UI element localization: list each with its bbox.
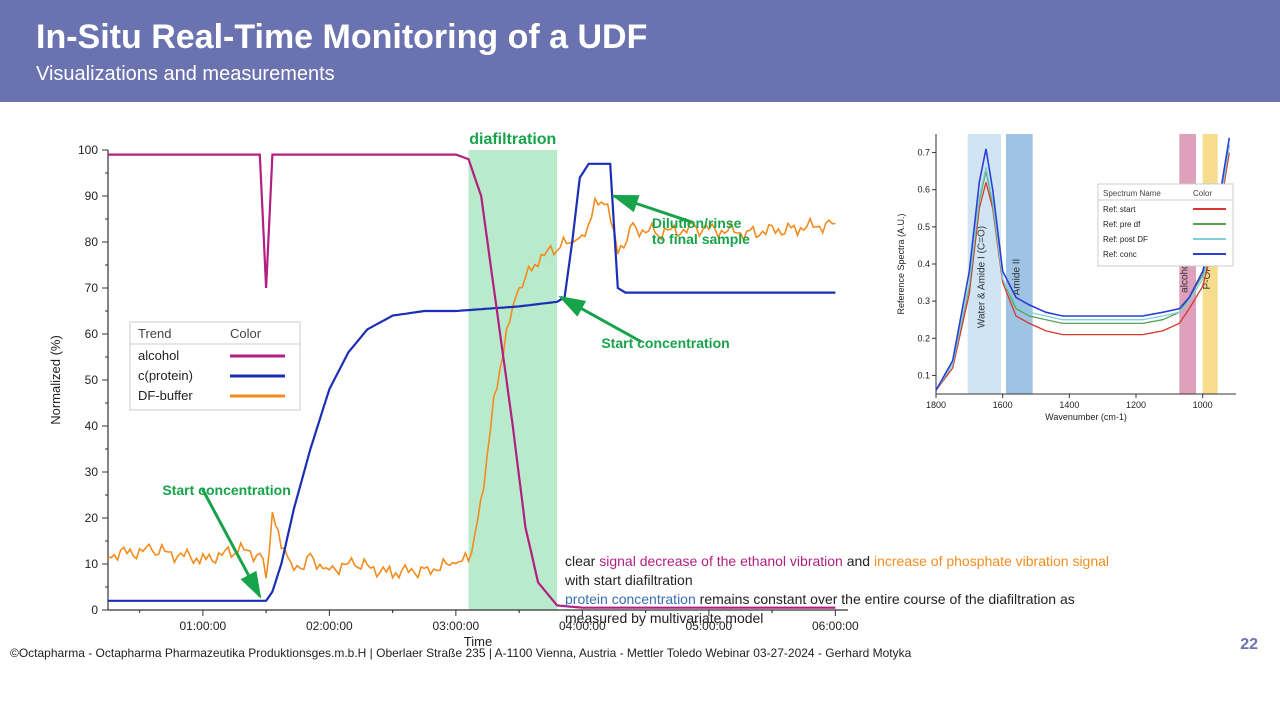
svg-text:Ref: conc: Ref: conc (1103, 250, 1137, 259)
svg-text:0.6: 0.6 (917, 185, 930, 195)
svg-text:70: 70 (85, 281, 99, 295)
svg-text:Spectrum Name: Spectrum Name (1103, 189, 1161, 198)
footer-text: ©Octapharma - Octapharma Pharmazeutika P… (0, 644, 1280, 662)
inset-spectra-chart: Water & Amide I (C=O)Amide IIalcoholP-OH… (888, 124, 1258, 424)
svg-text:Start concentration: Start concentration (601, 335, 729, 351)
svg-text:03:00:00: 03:00:00 (433, 619, 480, 633)
svg-text:40: 40 (85, 419, 99, 433)
svg-text:0: 0 (91, 603, 98, 617)
obs-t1c: and (843, 553, 874, 569)
svg-text:1000: 1000 (1193, 400, 1213, 410)
svg-text:Ref: pre df: Ref: pre df (1103, 220, 1141, 229)
svg-text:100: 100 (78, 143, 98, 157)
svg-text:Color: Color (230, 326, 262, 341)
svg-text:1600: 1600 (993, 400, 1013, 410)
obs-ethanol: signal decrease of the ethanol vibration (599, 553, 843, 569)
svg-text:0.4: 0.4 (917, 259, 930, 269)
svg-text:Water & Amide I (C=O): Water & Amide I (C=O) (976, 226, 987, 328)
svg-text:02:00:00: 02:00:00 (306, 619, 353, 633)
svg-text:Trend: Trend (138, 326, 171, 341)
svg-text:80: 80 (85, 235, 99, 249)
svg-text:0.5: 0.5 (917, 222, 930, 232)
slide-subtitle: Visualizations and measurements (36, 63, 1244, 86)
svg-text:0.7: 0.7 (917, 148, 930, 158)
svg-text:90: 90 (85, 189, 99, 203)
svg-text:Normalized (%): Normalized (%) (48, 335, 63, 425)
svg-text:01:00:00: 01:00:00 (180, 619, 227, 633)
svg-text:Start concentration: Start concentration (162, 482, 290, 498)
svg-text:50: 50 (85, 373, 99, 387)
svg-text:10: 10 (85, 557, 99, 571)
svg-text:0.1: 0.1 (917, 370, 930, 380)
svg-text:Reference Spectra (A.U.): Reference Spectra (A.U.) (896, 213, 906, 314)
svg-text:20: 20 (85, 511, 99, 525)
svg-text:diafiltration: diafiltration (469, 132, 556, 148)
svg-text:0.3: 0.3 (917, 296, 930, 306)
svg-text:60: 60 (85, 327, 99, 341)
svg-text:30: 30 (85, 465, 99, 479)
slide-content: diafiltration 0 10 20 30 40 50 60 70 80 90 100 01:00… (0, 102, 1280, 662)
svg-text:0.2: 0.2 (917, 333, 930, 343)
svg-text:1800: 1800 (926, 400, 946, 410)
slide-header: In-Situ Real-Time Monitoring of a UDF Vi… (0, 0, 1280, 102)
svg-text:c(protein): c(protein) (138, 368, 193, 383)
svg-text:DF-buffer: DF-buffer (138, 388, 193, 403)
obs-phosphate: increase of phosphate vibration signal (874, 553, 1109, 569)
svg-text:Ref: post DF: Ref: post DF (1103, 235, 1148, 244)
obs-t1a: clear (565, 553, 599, 569)
observation-text: clear signal decrease of the ethanol vib… (565, 552, 1125, 628)
slide-title: In-Situ Real-Time Monitoring of a UDF (36, 18, 1244, 57)
svg-text:1400: 1400 (1059, 400, 1079, 410)
svg-text:to final sample: to final sample (652, 231, 750, 247)
svg-text:alcohol: alcohol (138, 348, 179, 363)
svg-text:1200: 1200 (1126, 400, 1146, 410)
obs-protein: protein concentration (565, 591, 696, 607)
svg-text:Dilution/rinse: Dilution/rinse (652, 215, 742, 231)
obs-t1e: with start diafiltration (565, 572, 693, 588)
svg-text:Color: Color (1193, 189, 1212, 198)
svg-text:Ref: start: Ref: start (1103, 205, 1136, 214)
svg-text:Wavenumber (cm-1): Wavenumber (cm-1) (1045, 412, 1127, 422)
